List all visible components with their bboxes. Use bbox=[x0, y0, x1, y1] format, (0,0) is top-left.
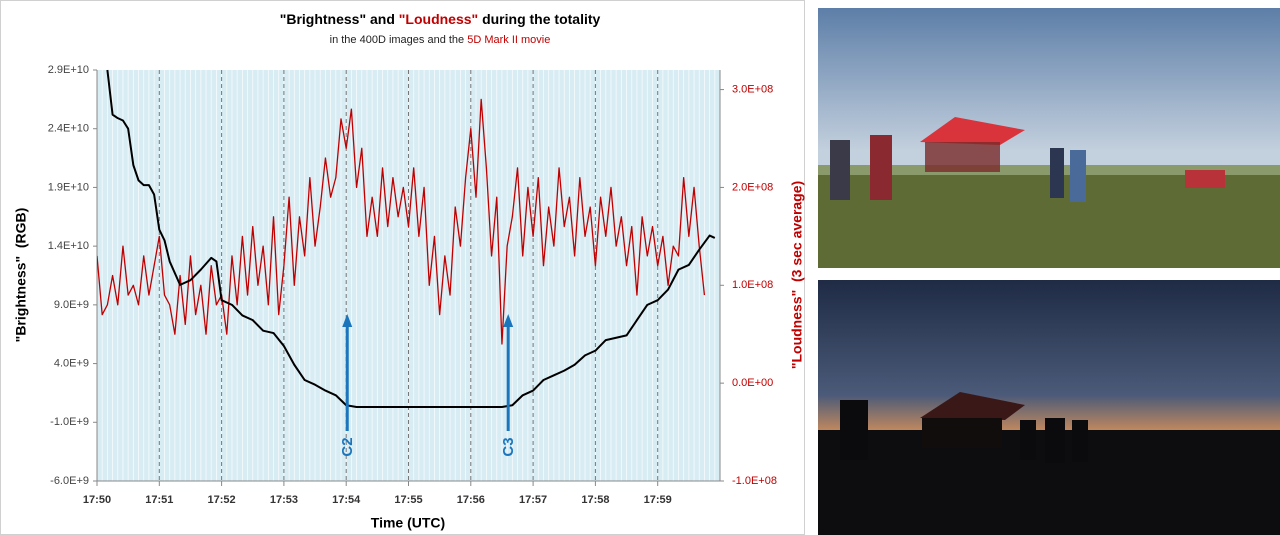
title-part: "Brightness" bbox=[280, 11, 366, 27]
page: "Brightness" and "Loudness" during the t… bbox=[0, 0, 1280, 535]
chart-subtitle: in the 400D images and the 5D Mark II mo… bbox=[330, 34, 551, 46]
title-part: and bbox=[366, 11, 399, 27]
y-tick-label: -6.0E+9 bbox=[50, 475, 89, 487]
y-tick-label: -1.0E+9 bbox=[50, 416, 89, 428]
x-tick-label: 17:57 bbox=[519, 494, 547, 506]
x-axis-label: Time (UTC) bbox=[371, 515, 445, 531]
x-tick-label: 17:51 bbox=[145, 494, 173, 506]
y-tick-label: 1.4E+10 bbox=[48, 240, 89, 252]
chart-title: "Brightness" and "Loudness" during the t… bbox=[280, 11, 601, 27]
chart: "Brightness" and "Loudness" during the t… bbox=[0, 0, 1280, 535]
x-tick-label: 17:58 bbox=[581, 494, 609, 506]
plot: 17:50 17:51 17:52 17:53 17:54 17:55 17:56 17:57… bbox=[48, 64, 777, 506]
x-tick-label: 17:53 bbox=[270, 494, 298, 506]
title-part: "Loudness" bbox=[399, 11, 478, 27]
y-tick-label: 2.9E+10 bbox=[48, 64, 89, 76]
y-axis-label: "Brightness" (RGB) bbox=[13, 208, 29, 343]
y2-tick-label: -1.0E+08 bbox=[732, 475, 777, 487]
y2-tick-label: 1.0E+08 bbox=[732, 279, 773, 291]
x-tick-label: 17:59 bbox=[644, 494, 672, 506]
y2-axis-label: "Loudness" (3 sec average) bbox=[789, 181, 805, 369]
y2-tick-label: 0.0E+00 bbox=[732, 377, 773, 389]
x-tick-label: 17:54 bbox=[332, 494, 361, 506]
x-tick-label: 17:55 bbox=[394, 494, 422, 506]
annotation-label: C2 bbox=[339, 437, 356, 456]
y-tick-label: 1.9E+10 bbox=[48, 181, 89, 193]
y2-tick-label: 3.0E+08 bbox=[732, 83, 773, 95]
y-tick-label: 2.4E+10 bbox=[48, 123, 89, 135]
photo-day bbox=[818, 8, 1280, 268]
annotation-label: C3 bbox=[500, 437, 517, 456]
y-tick-label: 4.0E+9 bbox=[54, 357, 89, 369]
y2-tick-label: 2.0E+08 bbox=[732, 181, 773, 193]
y-tick-label: 9.0E+9 bbox=[54, 299, 89, 311]
x-tick-label: 17:52 bbox=[208, 494, 236, 506]
subtitle-part: 5D Mark II movie bbox=[467, 34, 550, 46]
subtitle-part: in the 400D images and the bbox=[330, 34, 468, 46]
photo-totality bbox=[818, 280, 1280, 535]
x-tick-label: 17:56 bbox=[457, 494, 485, 506]
x-tick-label: 17:50 bbox=[83, 494, 111, 506]
title-part: during the totality bbox=[478, 11, 600, 27]
